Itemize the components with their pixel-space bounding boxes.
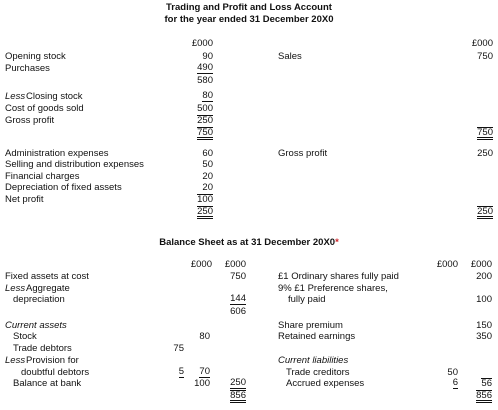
amount: 100 [476, 294, 492, 305]
amount: 250 [197, 115, 213, 126]
row-label: Stock [13, 331, 37, 342]
column-unit: £000 [224, 259, 246, 270]
row-label: Purchases [5, 63, 50, 74]
label-prefix: Less [5, 355, 26, 366]
row-label: Fixed assets at cost [5, 271, 89, 282]
amount: 50 [447, 367, 458, 378]
amount: 56 [481, 378, 492, 389]
amount: 100 [194, 378, 210, 389]
amount: 150 [476, 320, 492, 331]
label-prefix: Less [5, 91, 26, 102]
amount: 580 [197, 75, 213, 86]
amount: 20 [202, 171, 213, 182]
balance-sheet-title: Balance Sheet as at 31 December 20X0 [159, 237, 336, 248]
amount: 750 [230, 271, 246, 282]
amount: 5 [178, 366, 184, 378]
label-prefix: Less [5, 283, 26, 294]
section-label: Current liabilities [278, 355, 349, 366]
column-unit: £000 [191, 38, 213, 49]
row-label: Gross profit [5, 115, 55, 126]
column-unit: £000 [190, 259, 212, 270]
row-label: Financial charges [5, 171, 80, 182]
amount: 490 [197, 62, 213, 74]
row-label: £1 Ordinary shares fully paid [278, 271, 399, 282]
amount: 606 [230, 306, 246, 317]
row-label: fully paid [288, 294, 326, 305]
row-label: Provision for [26, 355, 79, 366]
amount: 856 [476, 390, 492, 403]
amount: 100 [197, 194, 213, 205]
amount: 60 [202, 148, 213, 159]
account-subtitle: for the year ended 31 December 20X0 [164, 14, 334, 25]
row-label: Selling and distribution expenses [5, 159, 144, 170]
column-unit: £000 [470, 259, 492, 270]
section-label: Current assets [5, 320, 67, 331]
amount: 144 [230, 293, 246, 305]
row-label: Net profit [5, 194, 44, 205]
row-label: Gross profit [278, 148, 328, 159]
amount: 250 [477, 206, 493, 219]
amount: 200 [476, 271, 492, 282]
row-label: Closing stock [26, 91, 83, 102]
amount: 80 [202, 90, 213, 102]
row-label: Retained earnings [278, 331, 356, 342]
footnote-marker: * [335, 237, 339, 248]
row-label: doubtful debtors [21, 367, 90, 378]
row-label: Accrued expenses [286, 378, 365, 389]
row-label: Balance at bank [13, 378, 82, 389]
amount: 750 [477, 51, 493, 62]
row-label: Trade creditors [286, 367, 350, 378]
row-label: Share premium [278, 320, 343, 331]
amount: 250 [230, 377, 246, 389]
amount: 70 [199, 366, 210, 378]
amount: 350 [476, 331, 492, 342]
account-title: Trading and Profit and Loss Account [166, 2, 332, 13]
row-label: Cost of goods sold [5, 103, 84, 114]
row-label: Trade debtors [13, 343, 72, 354]
amount: 750 [197, 127, 213, 140]
row-label: Depreciation of fixed assets [5, 182, 122, 193]
amount: 90 [202, 51, 213, 62]
amount: 250 [477, 148, 493, 159]
amount: 75 [173, 343, 184, 354]
row-label: Aggregate [26, 283, 70, 294]
amount: 856 [230, 390, 246, 403]
amount: 250 [197, 206, 213, 219]
balance-sheet-heading: Balance Sheet as at 31 December 20X0* [0, 237, 498, 248]
amount: 750 [477, 127, 493, 140]
row-label: Sales [278, 51, 302, 62]
column-unit: £000 [471, 38, 493, 49]
row-label: depreciation [13, 294, 65, 305]
column-unit: £000 [436, 259, 458, 270]
amount: 6 [452, 377, 458, 389]
amount: 50 [202, 159, 213, 170]
amount: 80 [199, 331, 210, 342]
amount: 500 [197, 103, 213, 114]
row-label: Opening stock [5, 51, 66, 62]
row-label: 9% £1 Preference shares, [278, 283, 388, 294]
row-label: Administration expenses [5, 148, 109, 159]
amount: 20 [202, 182, 213, 193]
